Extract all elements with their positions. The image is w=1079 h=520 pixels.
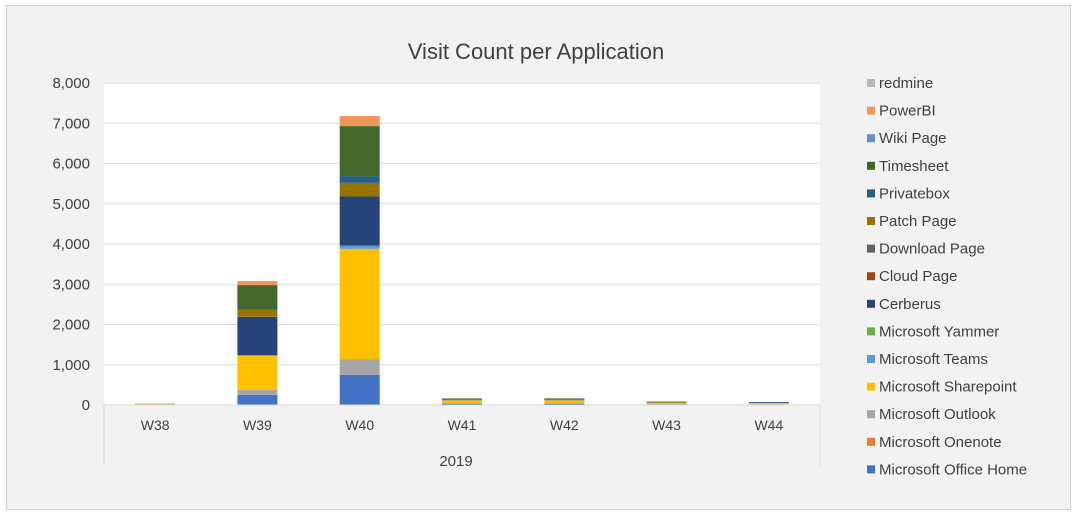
- legend-label: Microsoft Yammer: [879, 323, 999, 340]
- legend-label: Cloud Page: [879, 268, 957, 285]
- x-tick-label: W41: [448, 417, 477, 433]
- chart-frame: Visit Count per Application 0 1,000 2,000 3…: [6, 5, 1071, 510]
- legend-swatch: [867, 134, 875, 143]
- bar-segment: [646, 402, 687, 404]
- bar-segment: [544, 399, 585, 401]
- legend-swatch: [867, 437, 875, 446]
- legend-label: Microsoft Office Home: [879, 461, 1027, 478]
- y-tick-label: 8,000: [52, 75, 90, 92]
- x-tick-label: W43: [652, 417, 681, 433]
- bar-segment: [646, 401, 687, 403]
- y-tick-label: 1,000: [52, 357, 90, 374]
- chart-title: Visit Count per Application: [408, 39, 664, 64]
- y-tick-label: 5,000: [52, 196, 90, 213]
- bar-segment: [544, 399, 585, 403]
- legend-label: Patch Page: [879, 213, 957, 230]
- bar-segment: [339, 245, 380, 249]
- bar-segment: [544, 403, 585, 405]
- x-tick-label: W44: [754, 417, 783, 433]
- y-tick-label: 6,000: [52, 156, 90, 173]
- legend-swatch: [867, 106, 875, 115]
- legend-label: Privatebox: [879, 185, 950, 202]
- bar-segment: [237, 310, 278, 317]
- x-axis: W38 W39 W40 W41 W42 W43 W44: [103, 404, 821, 466]
- bar-segment: [442, 398, 482, 400]
- bar-segment: [544, 398, 585, 400]
- bar-segment: [135, 403, 176, 405]
- bar-segment: [339, 126, 380, 177]
- legend-swatch: [867, 217, 875, 225]
- bar-segment: [237, 394, 278, 405]
- bar-segment: [339, 359, 380, 375]
- x-tick-label: W40: [345, 417, 374, 433]
- x-tick-label: W38: [141, 417, 170, 433]
- legend-label: Download Page: [879, 241, 985, 258]
- legend-swatch: [867, 355, 875, 363]
- bar-segment: [339, 374, 380, 405]
- legend-swatch: [867, 189, 875, 198]
- legend: redmine PowerBI Wiki Page Timesheet Privateb…: [867, 75, 1027, 478]
- legend-label: Microsoft Sharepoint: [879, 379, 1017, 396]
- legend-swatch: [867, 410, 875, 419]
- bar-segment: [237, 390, 278, 395]
- bar-segment: [442, 399, 482, 403]
- bar-segment: [237, 316, 278, 356]
- legend-label: PowerBI: [879, 103, 936, 120]
- chart-svg: Visit Count per Application 0 1,000 2,000 3…: [52, 39, 1027, 478]
- legend-label: Microsoft Teams: [879, 351, 988, 368]
- bar-segment: [237, 281, 278, 285]
- bar-segment: [748, 402, 789, 405]
- bar-segment: [339, 248, 380, 360]
- bar-segment: [646, 404, 687, 405]
- legend-label: Timesheet: [879, 158, 949, 175]
- y-axis-ticks: 0 1,000 2,000 3,000 4,000 5,000 6,000 7,000 8,00…: [52, 75, 90, 414]
- y-tick-label: 3,000: [52, 276, 90, 293]
- legend-swatch: [867, 327, 875, 336]
- y-tick-label: 4,000: [52, 236, 90, 253]
- x-group-label: 2019: [439, 453, 472, 470]
- legend-swatch: [867, 161, 875, 170]
- x-tick-label: W39: [243, 417, 272, 433]
- legend-swatch: [867, 79, 875, 87]
- bar-segment: [339, 176, 380, 183]
- legend-swatch: [867, 272, 875, 281]
- bar-segment: [544, 403, 585, 404]
- gridlines: [104, 82, 820, 366]
- legend-label: Microsoft Outlook: [879, 406, 996, 423]
- legend-swatch: [867, 299, 875, 308]
- legend-swatch: [867, 244, 875, 253]
- bar-segment: [237, 355, 278, 356]
- bars: [135, 116, 789, 406]
- bar-segment: [237, 355, 278, 391]
- legend-swatch: [867, 465, 875, 474]
- legend-label: Microsoft Onenote: [879, 434, 1002, 451]
- bar-segment: [339, 116, 380, 127]
- legend-label: redmine: [879, 75, 933, 92]
- bar-segment: [748, 402, 789, 403]
- legend-label: Cerberus: [879, 296, 941, 313]
- legend-label: Wiki Page: [879, 130, 947, 147]
- bar-segment: [442, 403, 482, 404]
- bar-segment: [442, 399, 482, 401]
- x-tick-label: W42: [550, 417, 579, 433]
- y-tick-label: 0: [82, 397, 90, 414]
- bar-segment: [442, 403, 482, 405]
- y-tick-label: 2,000: [52, 317, 90, 334]
- legend-swatch: [867, 382, 875, 391]
- bar-segment: [237, 285, 278, 310]
- bar-segment: [339, 196, 380, 246]
- y-tick-label: 7,000: [52, 115, 90, 132]
- bar-segment: [339, 182, 380, 197]
- bar-segment: [237, 309, 278, 310]
